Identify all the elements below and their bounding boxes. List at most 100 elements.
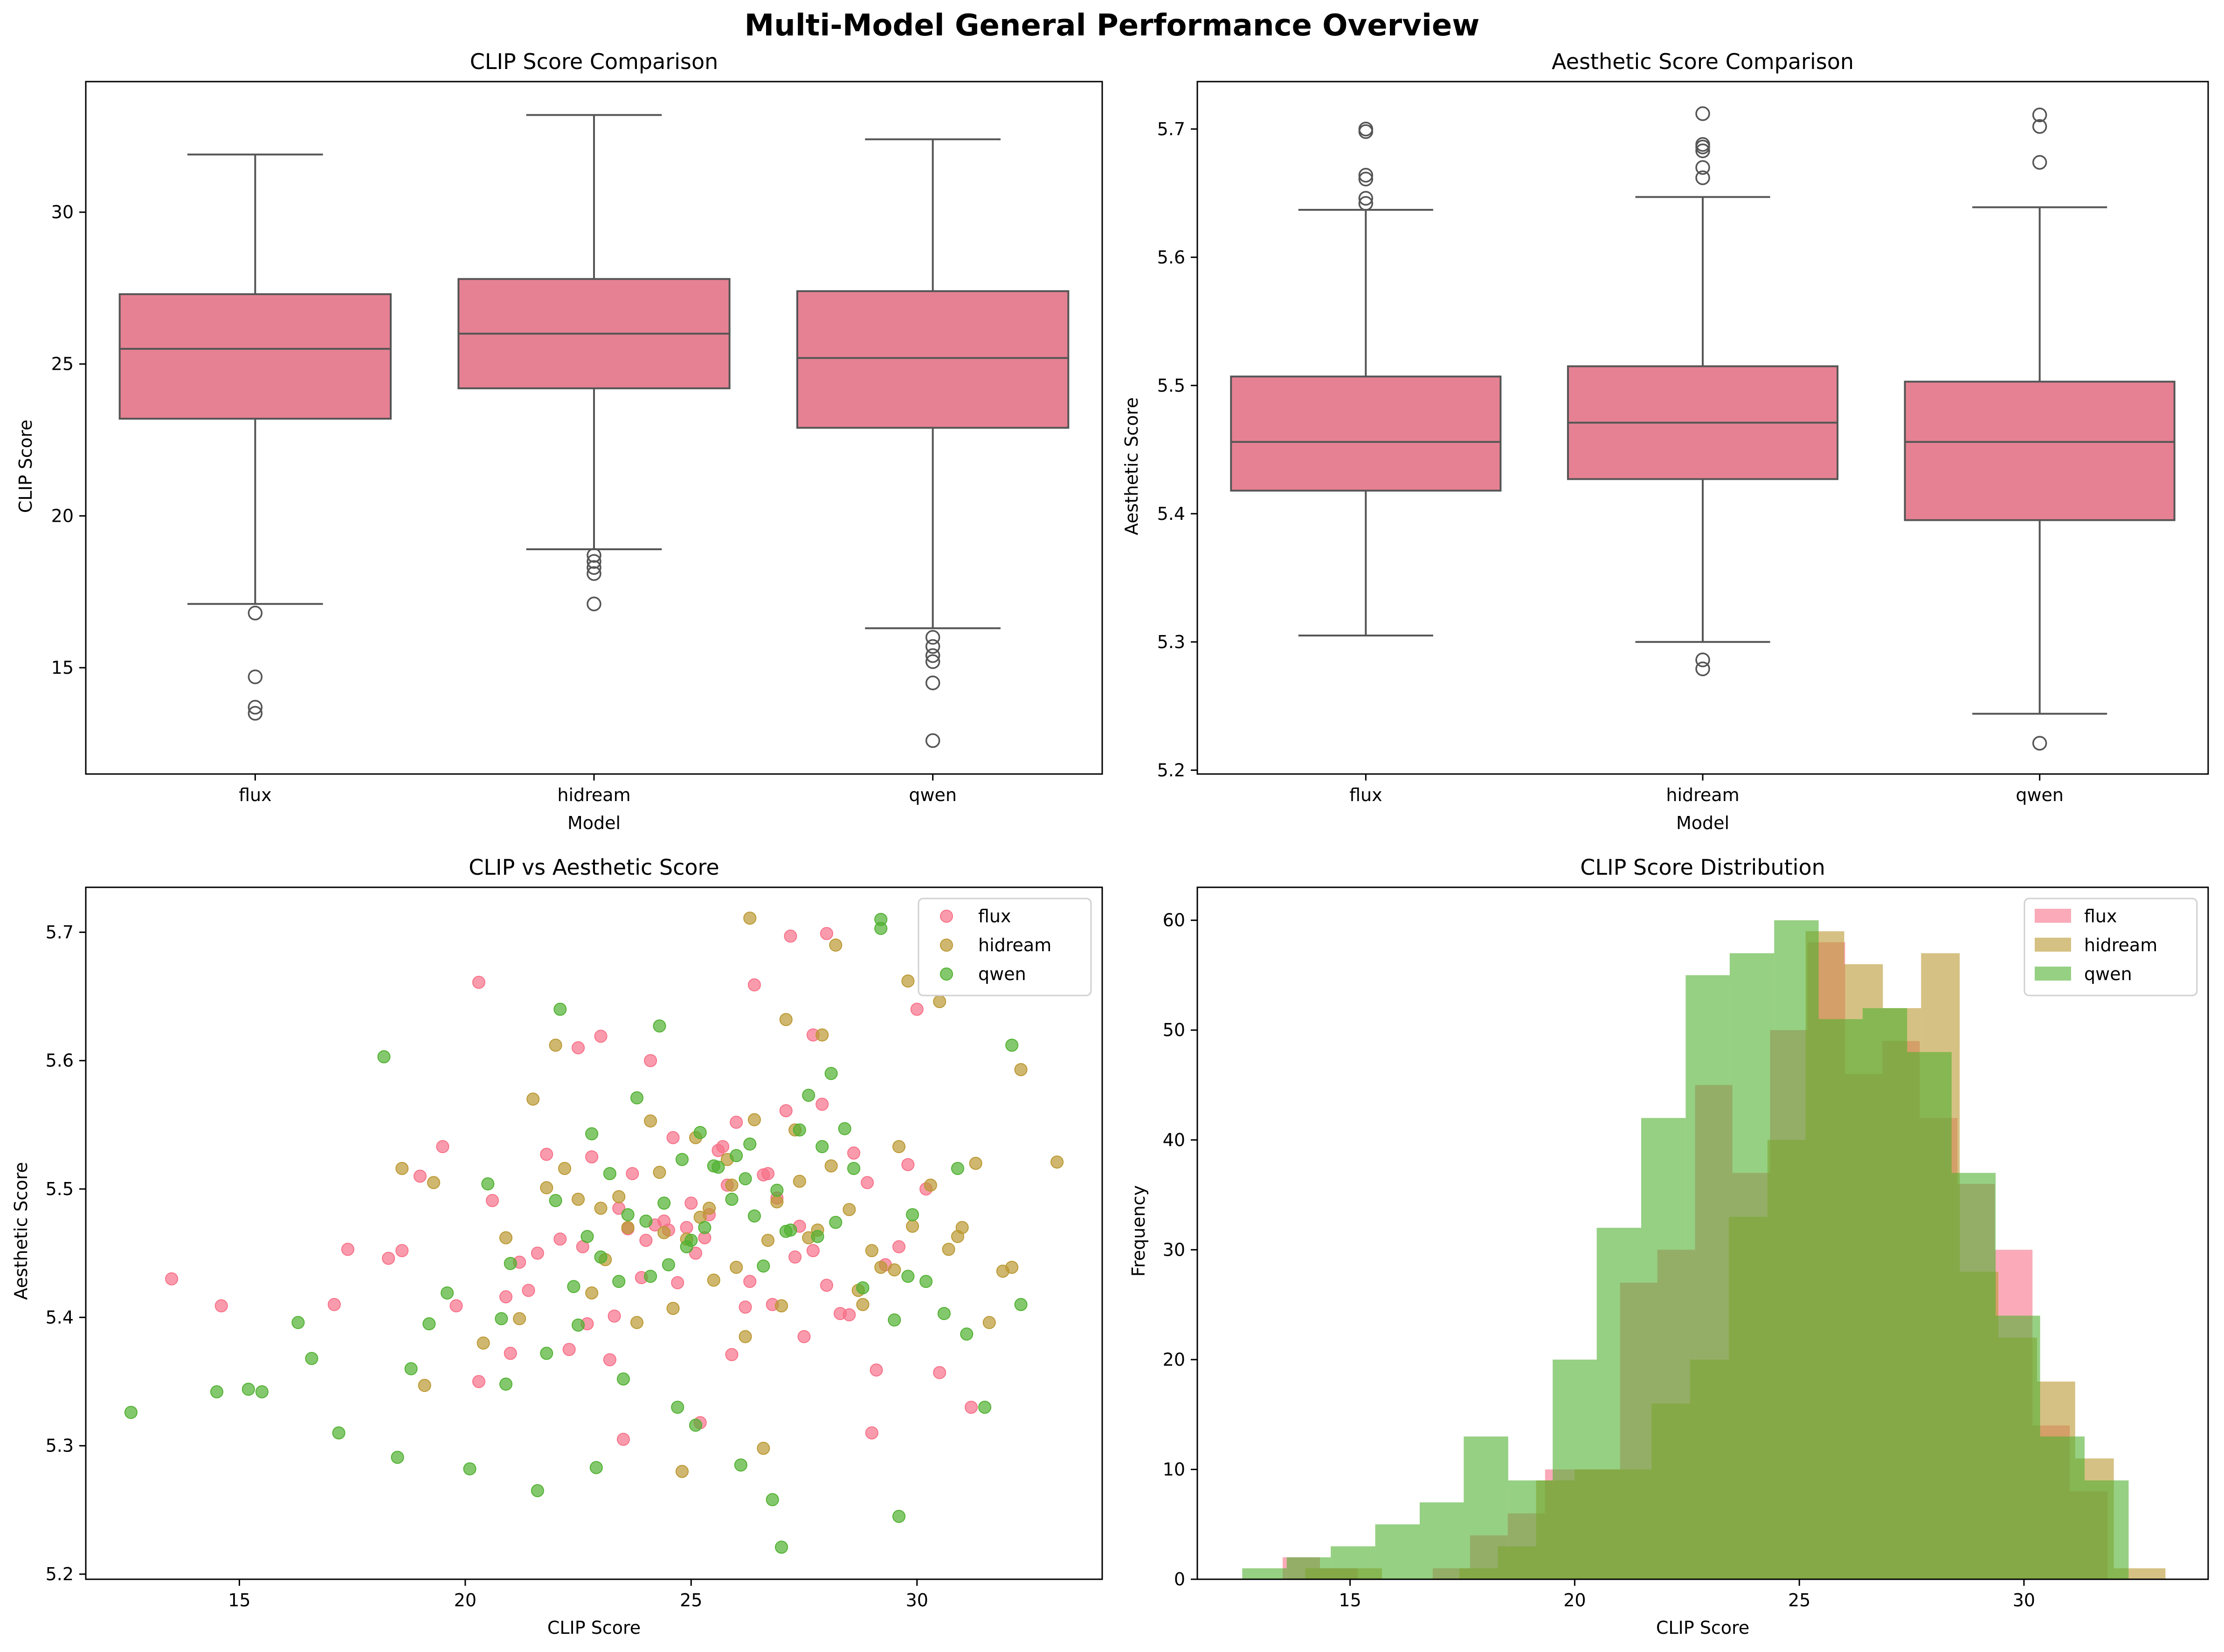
x-tick-label: 30 [2013, 1590, 2035, 1611]
outlier-point [2032, 119, 2047, 134]
scatter-point-hidream [594, 1202, 608, 1215]
scatter-point-hidream [644, 1114, 657, 1128]
scatter-point-qwen [463, 1462, 477, 1476]
legend-label-hidream: hidream [978, 935, 1051, 955]
scatter-point-qwen [775, 1541, 788, 1554]
scatter-point-flux [499, 1290, 513, 1304]
scatter-point-qwen [504, 1257, 517, 1270]
scatter-point-flux [562, 1343, 576, 1356]
histogram-bar-qwen [1863, 1008, 1907, 1579]
scatter-point-hidream [739, 1330, 752, 1343]
histogram-bar-qwen [1907, 1052, 1952, 1579]
scatter-point-hidream [856, 1298, 870, 1311]
scatter-point-hidream [888, 1263, 901, 1277]
histogram-panel: CLIP Score Distribution CLIP Score Frequ… [1128, 855, 2209, 1638]
scatter-point-qwen [725, 1193, 739, 1206]
scatter-point-flux [382, 1251, 395, 1265]
histogram-bar-qwen [1951, 1173, 1996, 1579]
figure-title: Multi-Model General Performance Overview [745, 8, 1480, 43]
clip-boxplot-marks: 15 20 25 30 flux hidream qwen [51, 114, 1070, 805]
scatter-point-flux [585, 1150, 599, 1164]
scatter-point-hidream [761, 1234, 775, 1247]
scatter-point-flux [730, 1115, 743, 1129]
y-tick-label: 40 [1163, 1130, 1185, 1150]
outlier-point [1695, 143, 1710, 159]
y-tick-label: 30 [1163, 1239, 1185, 1260]
scatter-point-qwen [585, 1127, 599, 1141]
scatter-point-qwen [621, 1208, 635, 1222]
outlier-point [1358, 172, 1374, 187]
legend-swatch-hidream [2035, 938, 2071, 952]
outlier-point [248, 705, 263, 721]
scatter-point-qwen [124, 1406, 138, 1419]
scatter-point-hidream [865, 1244, 878, 1258]
scatter-point-hidream [996, 1265, 1009, 1278]
outlier-point [587, 548, 601, 563]
aesthetic-boxplot-ylabel: Aesthetic Score [1121, 397, 1142, 535]
legend-marker-hidream [940, 939, 953, 952]
histogram-legend: flux hidream qwen [2024, 898, 2198, 996]
legend-swatch-flux [2035, 909, 2071, 923]
aesthetic-boxplot-xlabel: Model [1676, 813, 1729, 833]
scatter-point-hidream [906, 1219, 919, 1233]
scatter-point-hidream [874, 1260, 888, 1274]
scatter-point-qwen [770, 1183, 784, 1197]
scatter-point-qwen [540, 1347, 553, 1360]
scatter-point-flux [711, 1144, 725, 1157]
scatter-point-qwen [567, 1280, 580, 1293]
scatter-point-flux [820, 1279, 833, 1292]
scatter-point-qwen [757, 1259, 770, 1273]
scatter-point-hidream [843, 1203, 856, 1217]
scatter-point-hidream [653, 1166, 666, 1179]
histogram-bar-qwen [1685, 975, 1730, 1579]
scatter-point-qwen [766, 1493, 779, 1507]
scatter-point-hidream [499, 1231, 513, 1244]
scatter-point-qwen [888, 1313, 901, 1327]
scatter-point-hidream [477, 1336, 490, 1350]
legend-label-flux: flux [2084, 906, 2117, 926]
scatter-point-qwen [689, 1418, 702, 1432]
y-tick-label: 5.4 [46, 1307, 74, 1327]
scatter-point-qwen [531, 1484, 544, 1498]
scatter-point-hidream [815, 1028, 829, 1042]
outlier-point [2032, 107, 2047, 123]
y-tick-label: 25 [51, 354, 74, 374]
scatter-point-qwen [779, 1224, 793, 1238]
scatter-point-flux [779, 1104, 793, 1118]
scatter-point-flux [540, 1147, 553, 1161]
scatter-point-hidream [969, 1156, 982, 1170]
histogram-bar-qwen [1596, 1228, 1641, 1579]
scatter-point-flux [327, 1298, 341, 1311]
scatter-point-flux [165, 1272, 179, 1286]
scatter-point-flux [616, 1432, 630, 1446]
scatter-point-hidream [540, 1181, 553, 1195]
scatter-point-qwen [671, 1401, 684, 1414]
histogram-bar-qwen [1774, 920, 1819, 1579]
scatter-point-flux [639, 1234, 653, 1247]
scatter-point-qwen [441, 1286, 454, 1300]
scatter-point-flux [784, 929, 797, 943]
outlier-point [925, 733, 940, 748]
scatter-point-qwen [684, 1234, 698, 1247]
x-tick-label: 25 [680, 1590, 702, 1611]
clip-boxplot-axes [85, 81, 1103, 775]
scatter-point-qwen [612, 1275, 626, 1288]
legend-label-qwen: qwen [2084, 964, 2132, 984]
scatter-point-qwen [892, 1510, 905, 1523]
legend-marker-qwen [940, 968, 953, 981]
outlier-point [248, 606, 263, 621]
scatter-point-qwen [811, 1230, 824, 1243]
scatter-point-flux [806, 1244, 820, 1258]
y-tick-label: 15 [51, 657, 74, 678]
scatter-point-qwen [793, 1123, 806, 1137]
outlier-point [587, 560, 601, 575]
clip-boxplot-panel: CLIP Score Comparison Model CLIP Score 1… [15, 49, 1103, 833]
x-tick-label: 15 [1339, 1590, 1361, 1611]
scatter-point-qwen [919, 1275, 933, 1288]
x-tick-label: 20 [454, 1590, 477, 1611]
histogram-bar-qwen [1464, 1436, 1508, 1579]
scatter-point-qwen [594, 1250, 608, 1264]
x-tick-label: 25 [1788, 1590, 1810, 1611]
scatter-point-flux [761, 1167, 775, 1180]
